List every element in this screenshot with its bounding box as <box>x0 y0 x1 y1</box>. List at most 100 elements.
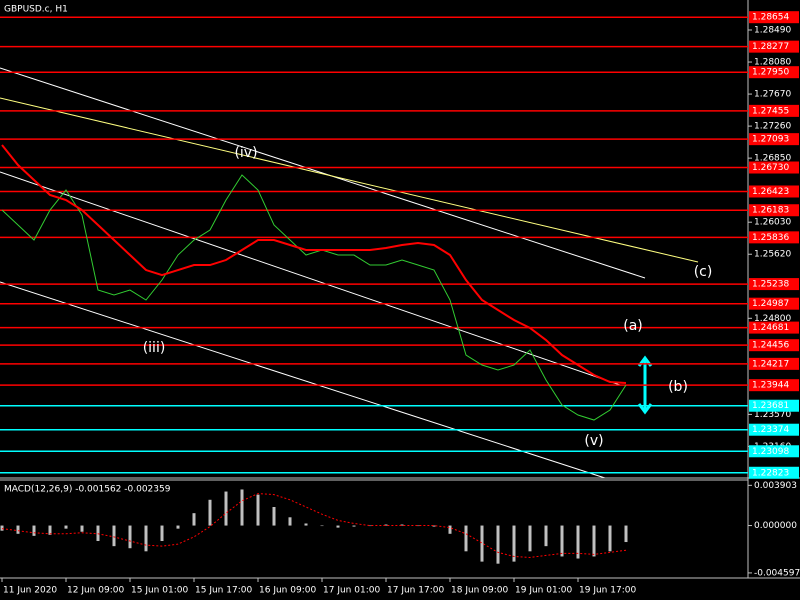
level-label-box <box>749 399 799 412</box>
level-label: 1.22823 <box>752 468 789 478</box>
macd-bar <box>288 517 292 526</box>
macd-bar <box>384 524 388 526</box>
level-label: 1.24217 <box>752 359 789 369</box>
macd-bar <box>48 525 52 535</box>
macd-bar <box>272 506 276 526</box>
channel-line <box>0 67 646 279</box>
y-tick-label: 1.25620 <box>754 250 791 260</box>
level-label: 1.25238 <box>752 280 789 290</box>
level-label-box <box>749 297 799 310</box>
macd-bar <box>480 525 484 562</box>
price-line <box>1 174 627 421</box>
level-label: 1.24456 <box>752 341 789 351</box>
level-label: 1.23681 <box>752 401 789 411</box>
level-label-box <box>749 231 799 244</box>
x-tick-label: 12 Jun 09:00 <box>67 586 124 596</box>
macd-bar <box>240 489 244 526</box>
indicator-title: MACD(12,26,9) -0.001562 -0.002359 <box>4 485 171 495</box>
level-label: 1.26730 <box>752 163 789 173</box>
macd-bar <box>400 524 404 526</box>
wave-label: (a) <box>623 318 643 334</box>
macd-bar <box>160 525 164 542</box>
y-tick-label: 1.28490 <box>754 26 791 36</box>
macd-bar <box>576 525 580 559</box>
level-label-box <box>749 423 799 436</box>
macd-bar <box>496 525 500 564</box>
level-label: 1.24987 <box>752 299 789 309</box>
level-label: 1.27093 <box>752 135 789 145</box>
y-tick-label: 1.26030 <box>754 218 791 228</box>
level-label: 1.27455 <box>752 106 789 116</box>
macd-bar <box>624 525 628 543</box>
macd-bar <box>16 525 20 534</box>
signal-line <box>1 493 627 558</box>
level-label-box <box>749 161 799 174</box>
level-label-box <box>749 357 799 370</box>
x-tick-label: 17 Jun 17:00 <box>387 586 444 596</box>
level-label: 1.23374 <box>752 425 789 435</box>
y-tick-label: 1.27260 <box>754 122 791 132</box>
y-tick-label: 0.000000 <box>754 521 797 531</box>
macd-bar <box>592 525 596 557</box>
level-label-box <box>749 66 799 79</box>
wave-label: (v) <box>584 433 603 449</box>
level-label-box <box>749 278 799 291</box>
y-tick-label: 1.28080 <box>754 58 791 68</box>
macd-bar <box>128 525 132 549</box>
level-label-box <box>749 133 799 146</box>
level-label: 1.28654 <box>752 13 789 23</box>
macd-bar <box>528 525 532 552</box>
wave-label: (iv) <box>234 145 257 161</box>
macd-bar <box>96 525 100 542</box>
macd-bar <box>32 525 36 536</box>
macd-bar <box>176 525 180 529</box>
macd-bar <box>432 525 436 527</box>
macd-bar <box>112 525 116 547</box>
macd-bar <box>448 525 452 534</box>
macd-bar <box>512 525 516 562</box>
macd-bar <box>304 523 308 526</box>
x-tick-label: 17 Jun 01:00 <box>323 586 380 596</box>
level-label-box <box>749 466 799 479</box>
level-label: 1.26183 <box>752 206 789 216</box>
macd-bar <box>144 525 148 552</box>
macd-bar <box>336 525 340 528</box>
macd-bar <box>416 525 420 527</box>
x-tick-label: 15 Jun 01:00 <box>131 586 188 596</box>
x-tick-label: 16 Jun 09:00 <box>259 586 316 596</box>
level-label-box <box>749 40 799 53</box>
level-label-box <box>749 11 799 24</box>
macd-bar <box>192 513 196 526</box>
level-label: 1.24681 <box>752 323 789 333</box>
macd-bar <box>64 525 68 529</box>
trend-line <box>0 97 699 263</box>
x-tick-label: 11 Jun 2020 <box>3 586 57 596</box>
level-label: 1.26423 <box>752 187 789 197</box>
macd-bar <box>320 525 324 527</box>
price-line <box>1 144 627 384</box>
level-label: 1.23098 <box>752 447 789 457</box>
macd-bar <box>208 499 212 526</box>
wave-label: (iii) <box>143 340 166 356</box>
level-label-box <box>749 339 799 352</box>
macd-bar <box>256 494 260 526</box>
level-label-box <box>749 185 799 198</box>
y-tick-label: 1.23570 <box>754 410 791 420</box>
channel-line <box>0 171 621 386</box>
macd-bar <box>224 491 228 526</box>
y-tick-label: 1.27670 <box>754 90 791 100</box>
macd-bar <box>608 525 612 552</box>
macd-bar <box>368 525 372 527</box>
level-label-box <box>749 379 799 392</box>
macd-bar <box>0 525 4 531</box>
chart-title: GBPUSD.c, H1 <box>4 5 68 15</box>
level-label-box <box>749 321 799 334</box>
macd-bar <box>464 525 468 552</box>
level-label-box <box>749 445 799 458</box>
macd-bar <box>80 525 84 532</box>
level-label: 1.27950 <box>752 68 789 78</box>
channel-line <box>0 281 606 479</box>
level-label-box <box>749 104 799 117</box>
x-tick-label: 18 Jun 09:00 <box>451 586 508 596</box>
